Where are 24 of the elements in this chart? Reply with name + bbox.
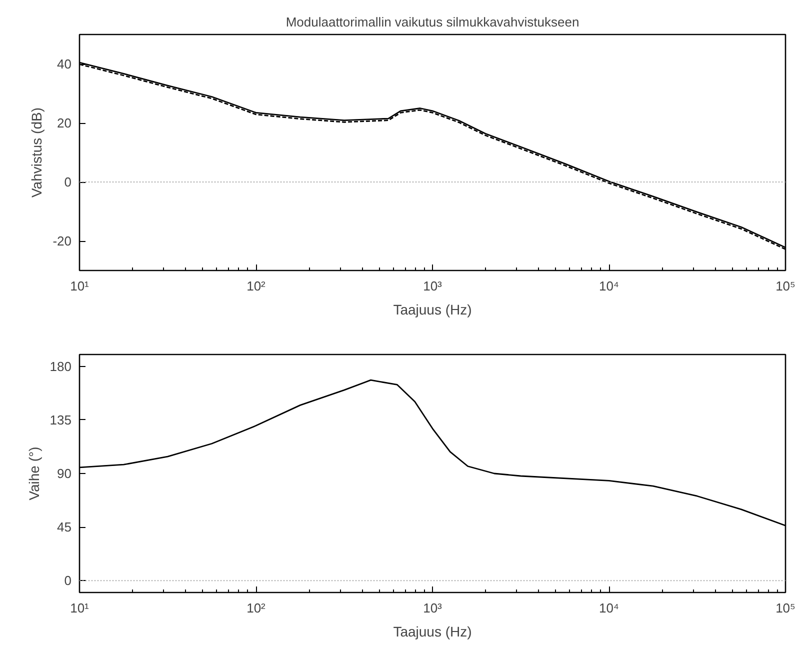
x-tick-label: 10⁵ — [776, 600, 796, 616]
chart-title: Modulaattorimallin vaikutus silmukkavahvistukseen — [286, 14, 580, 30]
x-tick-label: 10³ — [423, 600, 443, 616]
y-tick-label: 40 — [57, 56, 72, 72]
y-tick-label: 180 — [50, 358, 72, 374]
x-tick-label: 10¹ — [70, 278, 90, 294]
y-tick-label: 0 — [64, 174, 72, 190]
y-tick-label: 20 — [57, 116, 72, 130]
x-tick-label: 10² — [246, 600, 266, 616]
y-tick-label: 45 — [57, 520, 72, 535]
y-tick-label: 0 — [64, 573, 72, 588]
x-tick-label: 10¹ — [70, 600, 90, 616]
x-axis-title: Taajuus (Hz) — [393, 302, 472, 318]
y-tick-label: -20 — [52, 234, 72, 248]
y-axis-title: Vahvistus (dB) — [28, 108, 45, 198]
x-axis-title: Taajuus (Hz) — [393, 624, 472, 640]
y-tick-label: 90 — [57, 466, 72, 481]
y-axis-title: Vaihe (°) — [26, 446, 42, 500]
x-tick-label: 10⁴ — [598, 600, 620, 616]
y-tick-label: 135 — [50, 412, 72, 428]
x-tick-label: 10² — [246, 278, 266, 294]
x-tick-label: 10⁴ — [598, 278, 620, 294]
x-tick-label: 10³ — [423, 278, 443, 294]
x-tick-label: 10⁵ — [776, 278, 796, 294]
